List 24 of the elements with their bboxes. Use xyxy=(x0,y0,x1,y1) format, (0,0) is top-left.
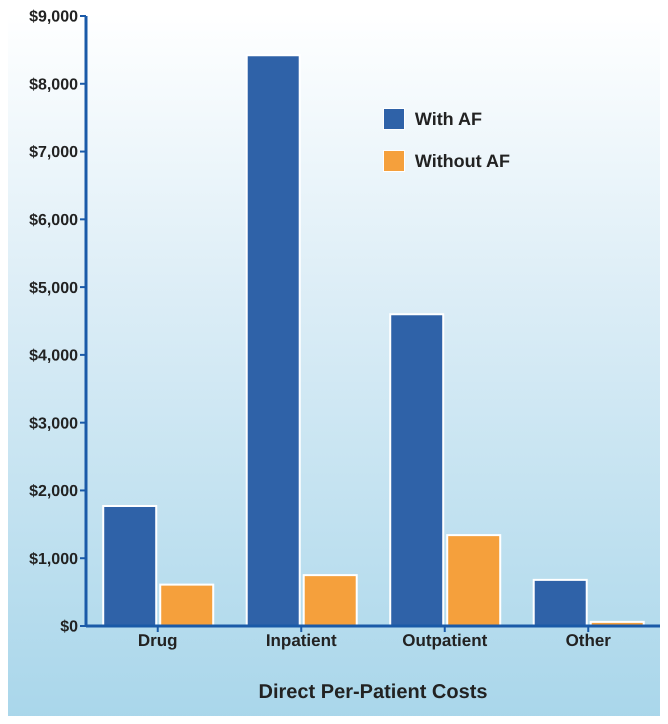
legend-label: Without AF xyxy=(414,150,510,172)
y-tick-label: $8,000 xyxy=(29,76,78,94)
y-tick-label: $4,000 xyxy=(29,348,78,365)
bar xyxy=(302,574,358,626)
y-tick-label: $0 xyxy=(60,618,78,636)
legend-label: With AF xyxy=(414,108,482,130)
x-tick-label: Other xyxy=(566,631,612,650)
bar xyxy=(159,584,214,626)
y-tick-label: $5,000 xyxy=(29,280,78,297)
x-axis-title: Direct Per-Patient Costs xyxy=(258,681,488,703)
y-tick-label: $7,000 xyxy=(29,144,78,162)
x-tick-label: Outpatient xyxy=(402,631,488,650)
bar xyxy=(446,534,502,626)
y-tick-label: $6,000 xyxy=(29,212,78,230)
bar xyxy=(102,505,158,626)
bar xyxy=(532,578,588,626)
y-tick-label: $2,000 xyxy=(29,483,78,500)
bar xyxy=(389,313,444,626)
x-tick-label: Inpatient xyxy=(266,631,337,650)
y-tick-label: $1,000 xyxy=(29,550,78,568)
x-tick-label: Drug xyxy=(138,631,178,650)
y-tick-label: $9,000 xyxy=(29,8,78,26)
bar xyxy=(246,54,301,626)
y-tick-label: $3,000 xyxy=(29,415,78,432)
